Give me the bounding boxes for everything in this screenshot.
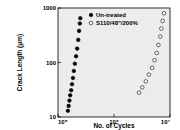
y-axis-label: Crack Length (μm) xyxy=(16,34,24,91)
point xyxy=(160,27,164,31)
x-tick-label: 10⁵ xyxy=(58,119,68,125)
point xyxy=(71,76,75,80)
point xyxy=(68,94,72,98)
point xyxy=(150,66,154,70)
point xyxy=(76,38,80,42)
y-tick-label: 100 xyxy=(46,60,57,66)
point xyxy=(153,58,157,62)
point xyxy=(77,29,81,33)
y-tick xyxy=(58,62,61,63)
y-tick-label: 10 xyxy=(49,114,56,120)
point xyxy=(137,91,141,95)
point xyxy=(70,82,74,86)
point xyxy=(74,54,78,58)
point xyxy=(140,86,144,90)
legend-marker xyxy=(89,21,93,25)
x-tick xyxy=(114,114,115,117)
point xyxy=(158,35,162,39)
legend-label: S110/48"/200% xyxy=(96,20,139,26)
x-tick xyxy=(170,114,171,117)
point xyxy=(162,11,166,15)
y-tick-label: 1000 xyxy=(43,5,57,11)
y-tick xyxy=(58,8,61,9)
point xyxy=(72,69,76,73)
x-tick-label: 10⁷ xyxy=(161,119,171,125)
x-tick xyxy=(58,114,59,117)
plot-area xyxy=(58,8,170,117)
point xyxy=(144,80,148,84)
point xyxy=(75,47,79,51)
point xyxy=(66,109,70,113)
point xyxy=(161,19,165,23)
legend-marker xyxy=(89,13,93,17)
point xyxy=(78,22,82,26)
point xyxy=(157,43,161,47)
point xyxy=(68,99,72,103)
point xyxy=(147,73,151,77)
legend-label: Un-treated xyxy=(96,12,126,18)
point xyxy=(73,62,77,66)
point xyxy=(155,51,159,55)
point xyxy=(67,104,71,108)
chart: 10100100010⁵10⁶10⁷No. of CyclesCrack Len… xyxy=(0,0,180,130)
y-tick xyxy=(58,117,61,118)
marks xyxy=(66,11,166,112)
legend: Un-treated S110/48"/200% xyxy=(89,12,138,26)
point xyxy=(78,16,82,20)
point xyxy=(69,88,73,92)
x-axis-label: No. of Cycles xyxy=(93,122,135,130)
